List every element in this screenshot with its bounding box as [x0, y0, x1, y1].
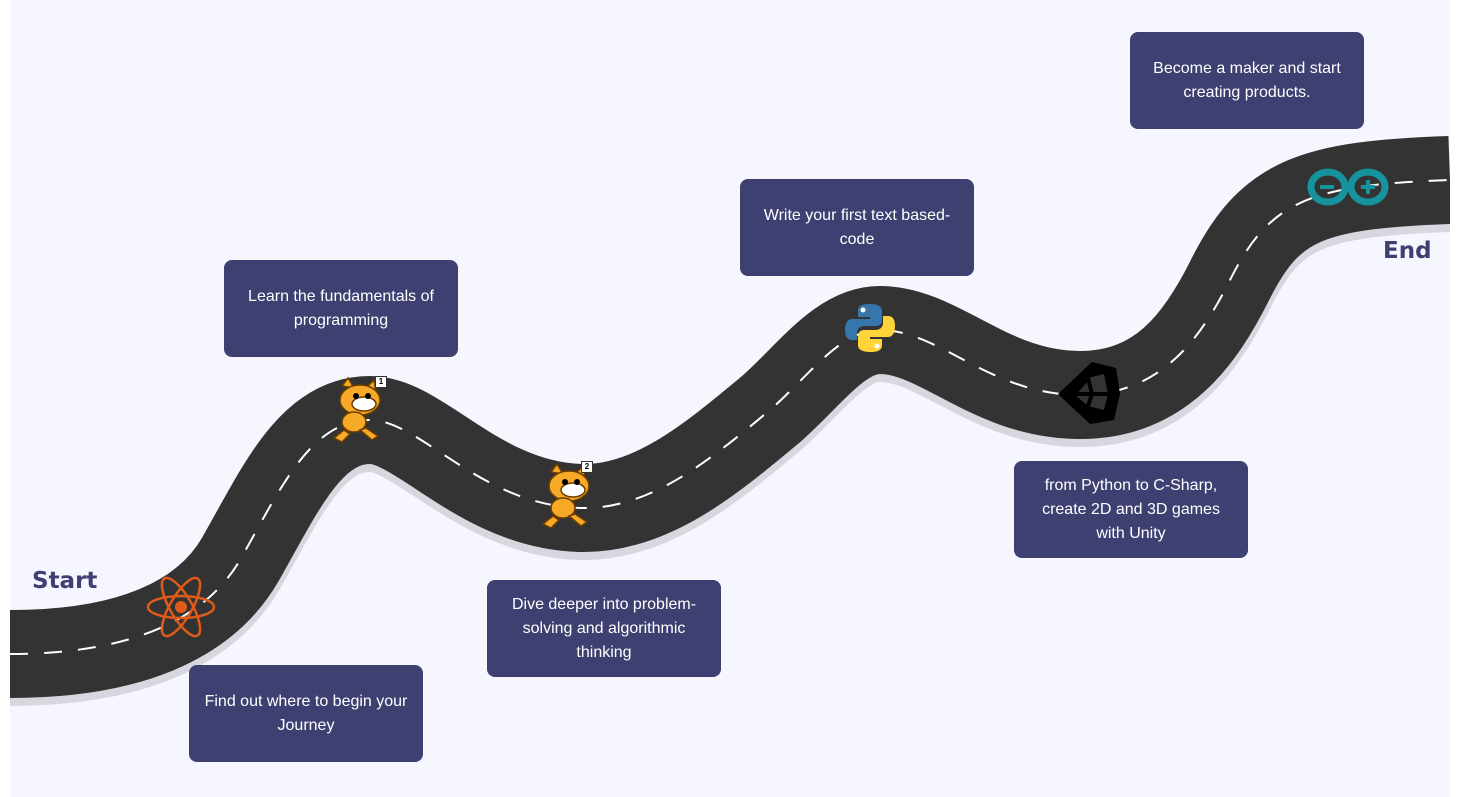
scratch-cat-icon-1	[328, 376, 390, 446]
step-badge-1: 1	[375, 376, 387, 388]
scratch-cat-icon	[541, 462, 590, 529]
start-label: Start	[32, 568, 98, 594]
step-badge-2: 2	[581, 461, 593, 473]
scratch-cat-icon-2	[537, 462, 599, 532]
end-label: End	[1383, 238, 1432, 264]
road-surface	[10, 136, 1450, 698]
python-icon	[845, 304, 895, 352]
step-card-1: Find out where to begin your Journey	[189, 665, 423, 762]
step-card-5: from Python to C-Sharp, create 2D and 3D…	[1014, 461, 1248, 558]
road-centerline	[10, 179, 1450, 655]
arduino-icon	[1307, 168, 1389, 206]
step-card-3: Dive deeper into problem-solving and alg…	[487, 580, 721, 677]
step-card-2: Learn the fundamentals of programming	[224, 260, 458, 357]
unity-icon	[1058, 362, 1120, 424]
scratch-cat-icon	[332, 376, 381, 443]
roadmap-canvas: Start End Find out where to begin your J…	[10, 0, 1450, 797]
atom-icon	[146, 576, 216, 638]
road-path	[10, 136, 1450, 706]
step-card-6: Become a maker and start creating produc…	[1130, 32, 1364, 129]
step-card-4: Write your first text based-code	[740, 179, 974, 276]
